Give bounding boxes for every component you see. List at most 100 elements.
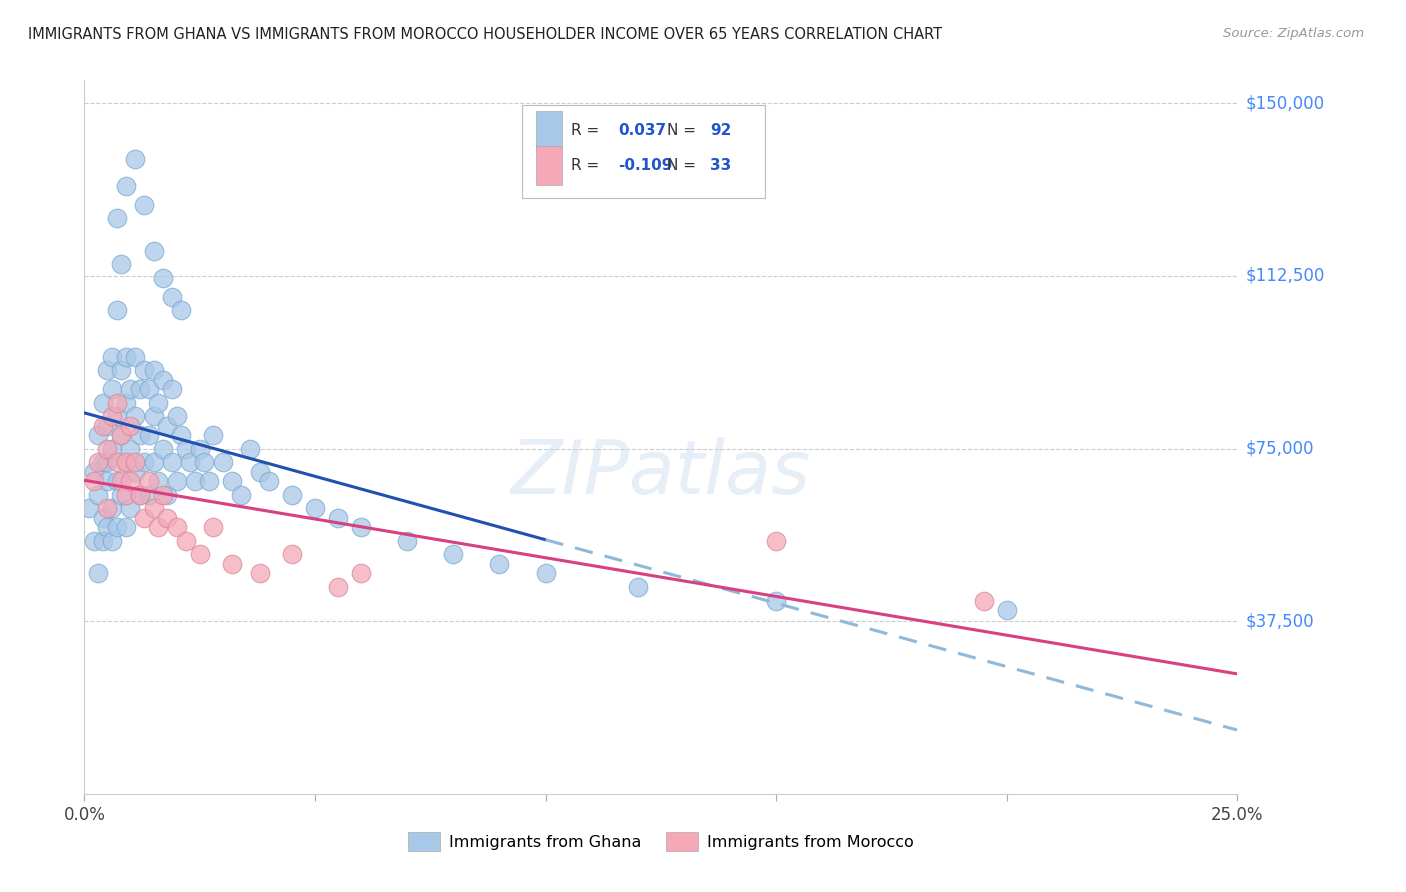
Point <box>350 566 373 580</box>
Point <box>101 382 124 396</box>
Point <box>198 474 221 488</box>
Point <box>101 442 124 456</box>
Point <box>110 363 132 377</box>
Text: N =: N = <box>666 123 700 138</box>
FancyBboxPatch shape <box>523 105 765 198</box>
Text: R =: R = <box>571 158 605 173</box>
Point <box>128 427 150 442</box>
Point <box>134 363 156 377</box>
Point <box>120 442 142 456</box>
Point <box>115 395 138 409</box>
Point <box>166 474 188 488</box>
Point <box>120 382 142 396</box>
Point <box>138 382 160 396</box>
Point <box>156 488 179 502</box>
Point <box>142 501 165 516</box>
Point <box>110 257 132 271</box>
Point <box>534 566 557 580</box>
Point <box>83 465 105 479</box>
Point <box>87 566 110 580</box>
Point <box>193 455 215 469</box>
Point <box>110 488 132 502</box>
Point <box>105 211 128 226</box>
Point <box>91 395 114 409</box>
Point <box>138 488 160 502</box>
Point <box>202 520 225 534</box>
Point <box>120 474 142 488</box>
Point <box>765 533 787 548</box>
Text: 33: 33 <box>710 158 731 173</box>
Text: $75,000: $75,000 <box>1246 440 1315 458</box>
Point <box>765 593 787 607</box>
Point <box>973 593 995 607</box>
Point <box>152 442 174 456</box>
Point <box>96 501 118 516</box>
Point <box>249 465 271 479</box>
Point <box>124 350 146 364</box>
Text: N =: N = <box>666 158 700 173</box>
Point <box>101 533 124 548</box>
Point <box>188 548 211 562</box>
Point <box>142 409 165 424</box>
Point <box>87 455 110 469</box>
Text: 0.037: 0.037 <box>619 123 666 138</box>
Point <box>326 580 349 594</box>
Point <box>174 533 197 548</box>
Point <box>115 520 138 534</box>
Point <box>281 488 304 502</box>
Point <box>146 520 169 534</box>
Point <box>257 474 280 488</box>
Point <box>91 533 114 548</box>
Point <box>152 271 174 285</box>
Point <box>83 474 105 488</box>
Point <box>134 510 156 524</box>
Point <box>249 566 271 580</box>
Point <box>91 418 114 433</box>
Point <box>142 244 165 258</box>
Point <box>115 179 138 194</box>
Point <box>128 488 150 502</box>
Point <box>96 520 118 534</box>
Point <box>326 510 349 524</box>
Point <box>152 372 174 386</box>
Point <box>304 501 326 516</box>
Text: $150,000: $150,000 <box>1246 95 1324 112</box>
Point <box>110 474 132 488</box>
Point <box>105 409 128 424</box>
Point <box>124 455 146 469</box>
Point <box>87 427 110 442</box>
Point <box>488 557 510 571</box>
Point <box>96 474 118 488</box>
Point <box>101 409 124 424</box>
Text: $112,500: $112,500 <box>1246 267 1324 285</box>
Point <box>115 455 138 469</box>
Point <box>83 533 105 548</box>
FancyBboxPatch shape <box>536 146 561 186</box>
Point <box>110 427 132 442</box>
Point <box>350 520 373 534</box>
Point <box>128 488 150 502</box>
Point <box>142 455 165 469</box>
Text: $37,500: $37,500 <box>1246 612 1315 631</box>
Text: ZIPatlas: ZIPatlas <box>510 437 811 508</box>
Point <box>146 395 169 409</box>
Point <box>91 455 114 469</box>
Point <box>138 427 160 442</box>
Point <box>156 510 179 524</box>
Point <box>160 455 183 469</box>
Point <box>77 501 100 516</box>
Point <box>138 474 160 488</box>
Text: R =: R = <box>571 123 605 138</box>
Point <box>156 418 179 433</box>
Point <box>231 488 253 502</box>
Point <box>160 382 183 396</box>
Point <box>115 488 138 502</box>
Point <box>124 409 146 424</box>
Point <box>627 580 650 594</box>
Point <box>211 455 233 469</box>
Point <box>160 290 183 304</box>
Point <box>105 474 128 488</box>
Point <box>134 455 156 469</box>
Point <box>170 303 193 318</box>
Legend: Immigrants from Ghana, Immigrants from Morocco: Immigrants from Ghana, Immigrants from M… <box>401 826 921 857</box>
